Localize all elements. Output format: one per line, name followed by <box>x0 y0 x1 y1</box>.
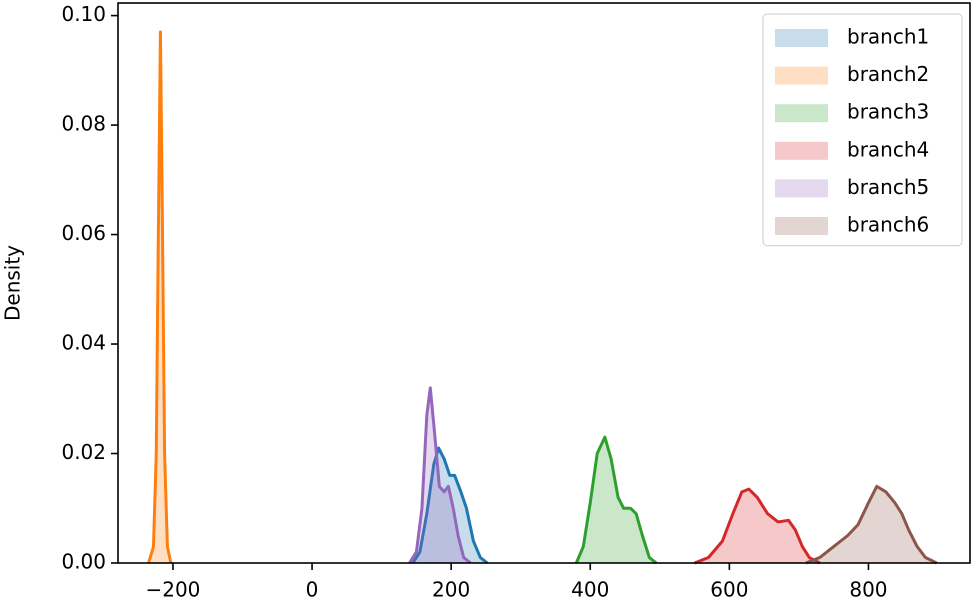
x-tick-label: −200 <box>145 578 200 602</box>
legend-swatch <box>775 104 828 123</box>
density-area <box>694 489 820 563</box>
density-area <box>409 387 471 563</box>
legend-label: branch2 <box>847 62 929 86</box>
legend-swatch <box>775 29 828 47</box>
density-area <box>148 32 171 563</box>
density-line <box>574 435 658 565</box>
y-tick-label: 0.10 <box>61 2 106 26</box>
legend-label: branch1 <box>847 25 929 49</box>
legend-swatch <box>775 217 828 235</box>
density-line <box>147 30 173 564</box>
density-area <box>412 448 488 563</box>
y-tick-label: 0.04 <box>61 331 106 355</box>
x-tick-label: 400 <box>571 578 609 602</box>
axes-frame <box>117 2 971 564</box>
x-tick-label: 800 <box>849 578 887 602</box>
y-tick-label: 0.08 <box>61 112 106 136</box>
density-line <box>694 487 821 565</box>
x-tick-label: 200 <box>432 578 470 602</box>
x-tick-label: 600 <box>710 578 748 602</box>
x-tick-label: 0 <box>306 578 319 602</box>
legend-label: branch5 <box>847 175 929 199</box>
legend-swatch <box>775 66 828 85</box>
legend-frame <box>762 13 963 247</box>
legend-swatch <box>775 179 828 198</box>
y-tick-label: 0.00 <box>61 550 106 574</box>
density-line <box>408 386 472 565</box>
y-tick-label: 0.02 <box>61 440 106 464</box>
legend-label: branch3 <box>847 100 929 124</box>
density-line <box>411 446 489 565</box>
legend-label: branch4 <box>847 137 929 161</box>
y-axis-label: Density <box>1 245 25 321</box>
y-tick-label: 0.06 <box>61 221 106 245</box>
density-line <box>805 484 938 565</box>
legend-label: branch6 <box>847 213 929 237</box>
legend: branch1 branch2 branch3 branch4 branch5 branc… <box>762 13 963 247</box>
legend-swatch <box>775 141 828 160</box>
